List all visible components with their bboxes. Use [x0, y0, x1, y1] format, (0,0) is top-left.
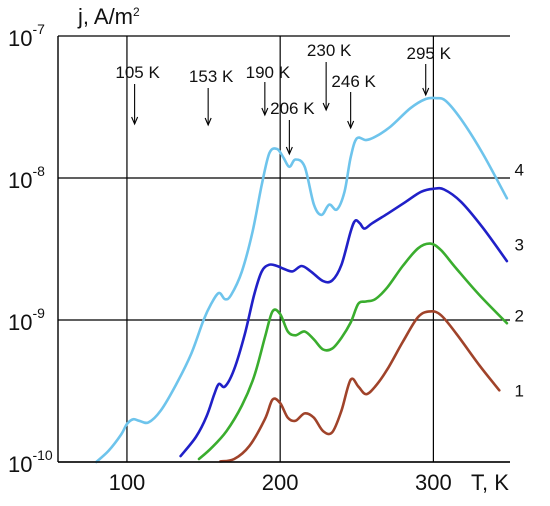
annotation-arrow-head-105k — [131, 116, 139, 126]
y-tick-labels: 10-10 10-9 10-8 10-7 — [8, 21, 53, 477]
series-label-1: 1 — [514, 381, 523, 400]
x-tick-label-100: 100 — [109, 470, 146, 495]
annotation-arrow-head-206k — [285, 146, 293, 156]
series-label-3: 3 — [514, 236, 523, 255]
plot-frame — [57, 36, 510, 463]
annotation-246k: 246 K — [331, 72, 376, 91]
annotation-295k: 295 K — [407, 44, 452, 63]
annotation-arrow-head-153k — [204, 117, 212, 127]
annotation-arrow-head-190k — [261, 107, 269, 117]
y-tick-label--10: 10-10 — [8, 447, 53, 477]
series-number-labels: 4 3 2 1 — [514, 160, 523, 400]
series-label-4: 4 — [514, 160, 523, 179]
annotation-arrow-head-295k — [422, 87, 430, 97]
y-tick-label--8: 10-8 — [8, 163, 45, 193]
series-lines — [95, 96, 509, 464]
x-axis-label: T, K — [471, 470, 509, 495]
series-label-2: 2 — [514, 306, 523, 325]
temperature-annotations: 105 K 153 K 190 K 206 K 230 K 246 K 295 K — [115, 41, 452, 156]
series-line-2 — [197, 242, 509, 461]
annotation-153k: 153 K — [189, 67, 234, 86]
x-tick-label-300: 300 — [415, 470, 452, 495]
y-axis-label: j, A/m2 — [77, 4, 140, 29]
annotation-arrow-head-230k — [322, 102, 330, 112]
series-line-1 — [219, 310, 501, 463]
annotation-190k: 190 K — [246, 63, 291, 82]
x-tick-labels: 100 200 300 — [109, 470, 452, 495]
annotation-arrow-head-246k — [347, 120, 355, 130]
series-line-3 — [179, 186, 509, 458]
y-tick-label--9: 10-9 — [8, 305, 45, 335]
series-line-4 — [95, 96, 509, 464]
annotation-230k: 230 K — [307, 41, 352, 60]
x-tick-label-200: 200 — [262, 470, 299, 495]
annotation-105k: 105 K — [115, 63, 160, 82]
annotation-206k: 206 K — [270, 99, 315, 118]
y-tick-label--7: 10-7 — [8, 21, 45, 51]
